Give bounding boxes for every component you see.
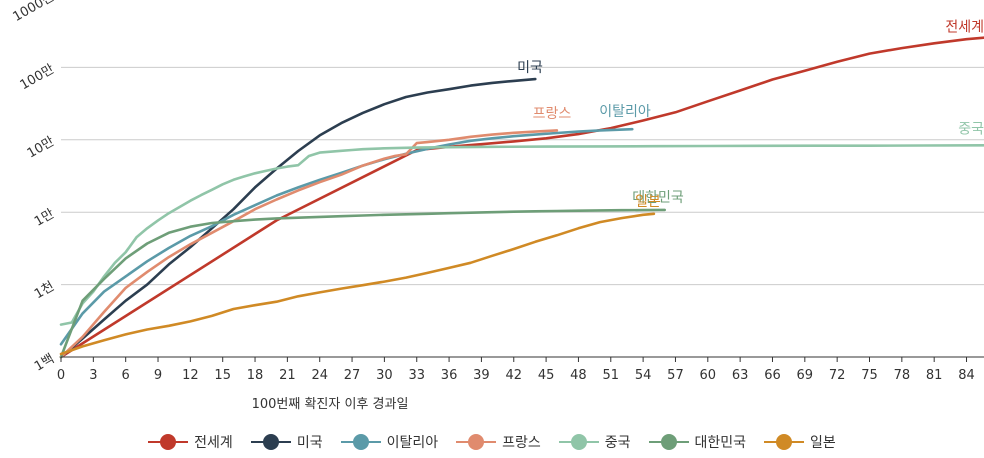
series-label: 이탈리아 [599, 104, 651, 120]
grid-lines [61, 66, 984, 358]
x-tick-label: 84 [958, 368, 975, 383]
x-tick-label: 51 [603, 368, 620, 383]
x-tick-label: 9 [154, 368, 162, 383]
legend-item-france[interactable]: 프랑스 [456, 432, 541, 452]
legend-item-japan[interactable]: 일본 [764, 432, 836, 452]
legend-swatch-icon [558, 434, 599, 450]
series-line [59, 129, 559, 359]
series-layer [59, 36, 984, 359]
x-tick-label: 30 [376, 368, 393, 383]
x-tick-label: 66 [764, 368, 781, 383]
x-tick-label: 72 [829, 368, 846, 383]
legend-item-usa[interactable]: 미국 [250, 432, 323, 452]
legend-item-china[interactable]: 중국 [558, 432, 631, 452]
y-tick-label: 1백 [32, 351, 57, 374]
legend-label: 전세계 [194, 435, 233, 451]
series-label: 미국 [517, 60, 543, 76]
series-line [59, 127, 634, 346]
legend-item-italy[interactable]: 이탈리아 [340, 432, 439, 452]
legend-label: 일본 [810, 435, 836, 451]
series-label: 일본 [635, 194, 661, 210]
x-tick-label: 24 [311, 368, 328, 383]
legend-swatch-icon [764, 434, 805, 450]
x-tick-label: 18 [247, 368, 264, 383]
x-tick-label: 39 [473, 368, 490, 383]
x-tick-label: 57 [667, 368, 684, 383]
x-tick-label: 21 [279, 368, 296, 383]
x-tick-label: 12 [182, 368, 199, 383]
y-tick-label: 100만 [18, 62, 57, 93]
x-tick-label: 63 [732, 368, 749, 383]
legend-swatch-icon [340, 434, 381, 450]
x-tick-label: 60 [700, 368, 717, 383]
series-label: 중국 [958, 121, 984, 137]
legend: 전세계 미국 이탈리아 프랑스 중국 대한민국 일본 [0, 432, 984, 452]
x-tick-label: 36 [441, 368, 458, 383]
y-tick-label: 1000만 [10, 0, 57, 25]
x-tick-label: 33 [408, 368, 425, 383]
x-tick-label: 3 [89, 368, 97, 383]
x-tick-label: 42 [505, 368, 522, 383]
series-line [59, 208, 667, 359]
x-axis-title: 100번째 확진자 이후 경과일 [252, 397, 409, 412]
x-tick-label: 15 [214, 368, 231, 383]
y-tick-label: 10만 [25, 134, 57, 161]
x-tick-label: 75 [861, 368, 878, 383]
x-tick-label: 45 [538, 368, 555, 383]
x-tick-label: 48 [570, 368, 587, 383]
x-tick-label: 78 [894, 368, 911, 383]
series-label: 대한민국 [632, 190, 684, 206]
legend-swatch-icon [648, 434, 689, 450]
legend-label: 프랑스 [502, 435, 541, 451]
legend-label: 미국 [296, 435, 323, 451]
legend-label: 대한민국 [694, 435, 747, 451]
series-line [59, 77, 537, 359]
legend-item-world[interactable]: 전세계 [148, 432, 233, 452]
legend-item-korea[interactable]: 대한민국 [648, 432, 747, 452]
y-tick-label: 1만 [32, 207, 57, 230]
x-tick-label: 6 [122, 368, 130, 383]
legend-swatch-icon [456, 434, 497, 450]
legend-swatch-icon [250, 434, 291, 450]
legend-label: 중국 [604, 435, 631, 451]
x-tick-label: 69 [797, 368, 814, 383]
legend-label: 이탈리아 [386, 435, 439, 451]
x-tick-label: 0 [57, 368, 65, 383]
x-tick-label: 27 [344, 368, 361, 383]
series-line [59, 212, 656, 356]
x-tick-label: 54 [635, 368, 652, 383]
legend-swatch-icon [148, 434, 189, 450]
series-label: 프랑스 [533, 106, 572, 122]
x-tick-label: 81 [926, 368, 943, 383]
y-tick-label: 1천 [32, 279, 57, 302]
series-label: 전세계 [945, 19, 984, 35]
series-line [59, 144, 984, 326]
